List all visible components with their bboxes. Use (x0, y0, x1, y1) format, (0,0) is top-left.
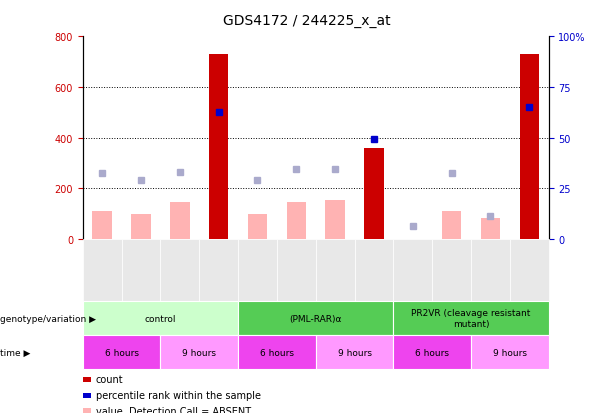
Text: PR2VR (cleavage resistant
mutant): PR2VR (cleavage resistant mutant) (411, 309, 531, 328)
Text: 6 hours: 6 hours (415, 348, 449, 357)
Bar (209, 55, 228, 240)
Text: 6 hours: 6 hours (105, 348, 139, 357)
Text: control: control (145, 314, 176, 323)
Bar (287, 203, 306, 240)
Text: count: count (96, 375, 123, 385)
Bar (248, 214, 267, 240)
Text: value, Detection Call = ABSENT: value, Detection Call = ABSENT (96, 406, 251, 413)
Bar (442, 212, 462, 240)
Bar (326, 200, 345, 240)
Bar (519, 55, 539, 240)
Text: 9 hours: 9 hours (182, 348, 216, 357)
Text: time ▶: time ▶ (0, 348, 31, 357)
Bar (93, 212, 112, 240)
Text: GDS4172 / 244225_x_at: GDS4172 / 244225_x_at (223, 14, 390, 28)
Text: 6 hours: 6 hours (260, 348, 294, 357)
Bar (131, 214, 151, 240)
Text: (PML-RAR)α: (PML-RAR)α (289, 314, 342, 323)
Bar (364, 148, 384, 240)
Text: genotype/variation ▶: genotype/variation ▶ (0, 314, 96, 323)
Text: 9 hours: 9 hours (338, 348, 371, 357)
Bar (170, 203, 189, 240)
Text: 9 hours: 9 hours (493, 348, 527, 357)
Text: percentile rank within the sample: percentile rank within the sample (96, 390, 261, 400)
Bar (481, 218, 500, 240)
